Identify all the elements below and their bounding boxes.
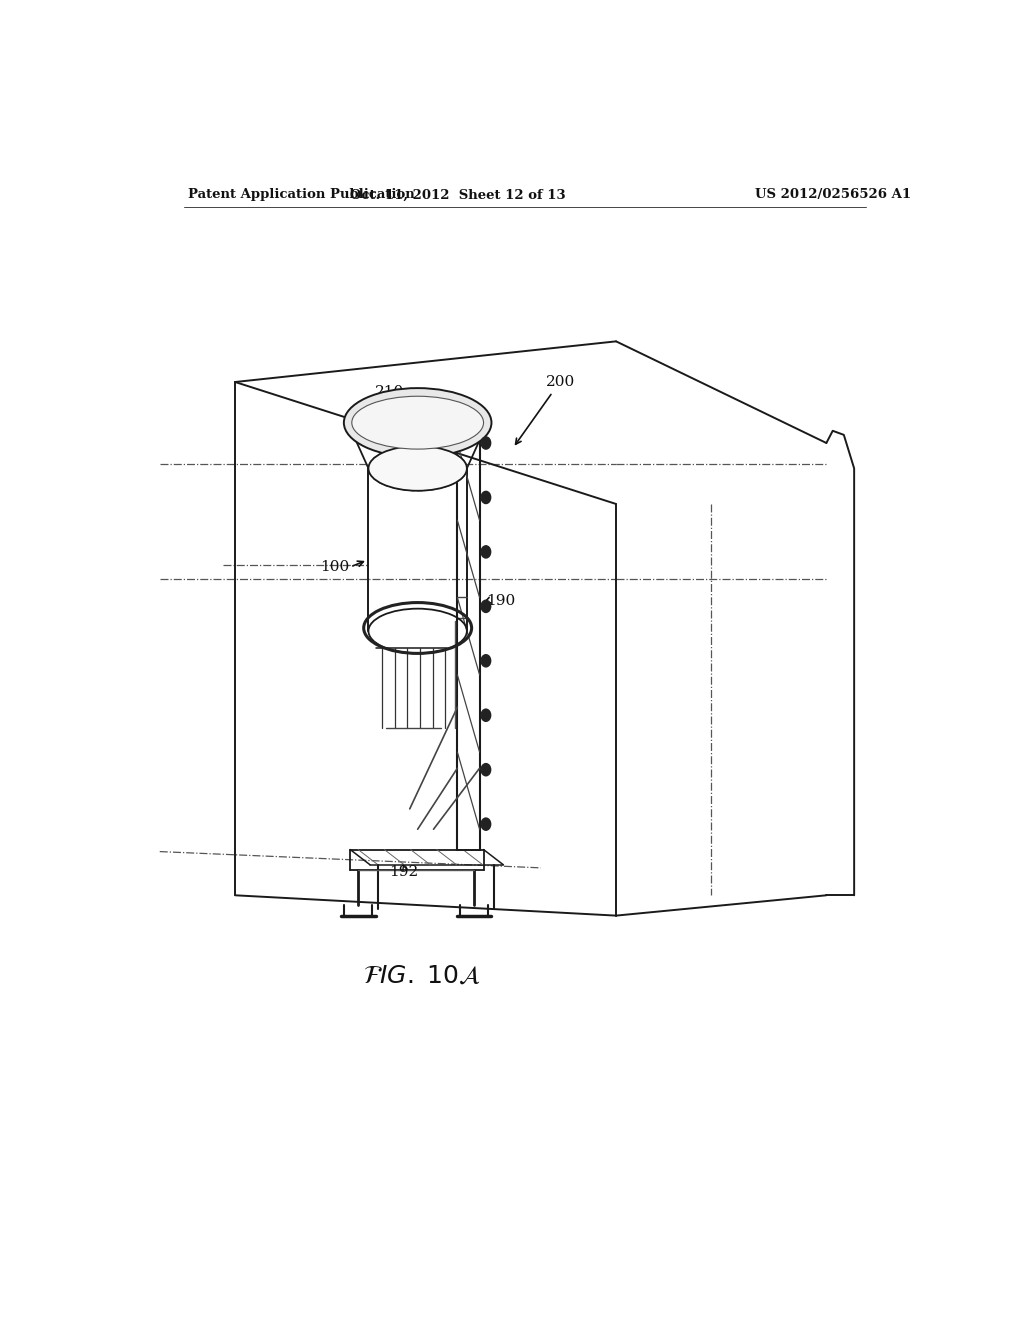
Circle shape xyxy=(481,709,490,721)
Text: 190: 190 xyxy=(486,594,516,607)
Circle shape xyxy=(481,491,490,503)
Text: US 2012/0256526 A1: US 2012/0256526 A1 xyxy=(755,189,911,202)
Ellipse shape xyxy=(369,446,467,491)
Circle shape xyxy=(481,545,490,558)
Ellipse shape xyxy=(352,396,483,449)
Ellipse shape xyxy=(344,388,492,457)
Text: Oct. 11, 2012  Sheet 12 of 13: Oct. 11, 2012 Sheet 12 of 13 xyxy=(349,189,565,202)
Circle shape xyxy=(481,818,490,830)
Circle shape xyxy=(481,655,490,667)
Text: 192: 192 xyxy=(389,865,419,879)
Text: 210: 210 xyxy=(375,385,404,399)
Text: 200: 200 xyxy=(546,375,575,389)
Text: $\mathcal{F}IG.\ 10\mathcal{A}$: $\mathcal{F}IG.\ 10\mathcal{A}$ xyxy=(362,965,480,989)
Circle shape xyxy=(481,437,490,449)
Text: Patent Application Publication: Patent Application Publication xyxy=(187,189,415,202)
Circle shape xyxy=(481,601,490,612)
Circle shape xyxy=(481,763,490,776)
Text: 100: 100 xyxy=(319,560,349,574)
